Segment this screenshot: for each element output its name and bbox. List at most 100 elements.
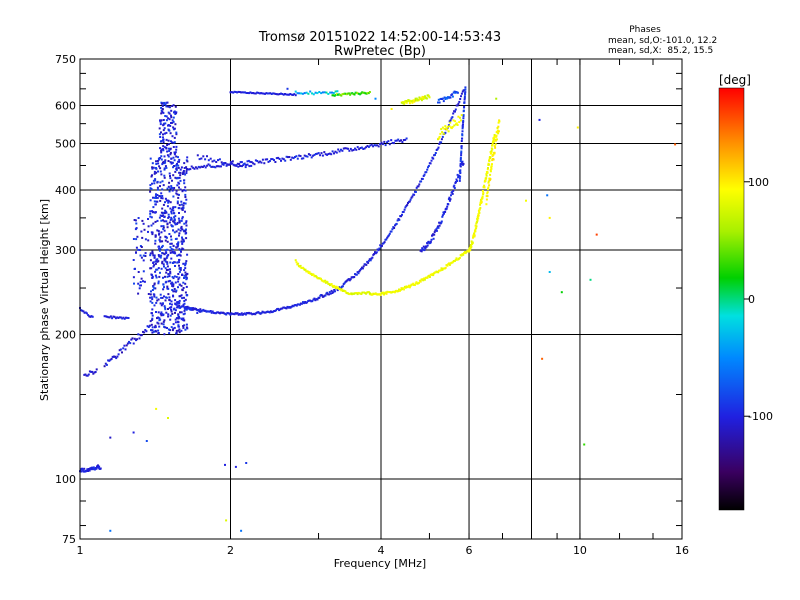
data-point: [177, 254, 180, 257]
data-point: [446, 264, 449, 267]
data-point: [324, 153, 327, 156]
data-point: [176, 162, 178, 165]
data-point: [166, 205, 169, 208]
data-point: [163, 132, 166, 135]
data-point: [149, 210, 152, 213]
data-point: [321, 91, 324, 94]
data-point: [173, 127, 176, 130]
data-point: [155, 311, 157, 313]
data-point: [149, 259, 152, 262]
data-point: [233, 313, 236, 316]
data-point: [256, 91, 259, 94]
data-point: [153, 172, 156, 175]
data-point: [177, 164, 180, 167]
x-tick-label: 4: [378, 544, 385, 557]
data-point: [133, 219, 136, 221]
data-point: [159, 256, 162, 259]
data-point: [176, 184, 179, 187]
data-point: [426, 276, 429, 279]
data-point: [342, 147, 345, 150]
data-point: [401, 213, 403, 216]
data-point: [147, 293, 150, 295]
data-point: [253, 312, 256, 315]
data-point: [164, 306, 167, 309]
x-tick-label: 6: [466, 544, 473, 557]
data-point: [134, 267, 136, 270]
data-point: [369, 259, 372, 262]
data-point: [173, 231, 176, 234]
data-point: [497, 121, 500, 124]
data-point: [252, 92, 255, 94]
data-point: [412, 99, 415, 102]
data-point: [160, 296, 163, 299]
data-point: [450, 127, 453, 130]
data-point: [347, 278, 350, 281]
data-point: [444, 98, 447, 100]
data-point: [158, 195, 161, 198]
data-point: [184, 298, 187, 301]
data-point: [167, 213, 170, 216]
data-point: [166, 262, 169, 265]
data-point: [248, 311, 250, 314]
data-point: [459, 175, 462, 178]
data-point: [438, 221, 441, 224]
data-point: [153, 304, 156, 307]
data-point: [462, 117, 465, 120]
data-point: [229, 91, 232, 94]
data-point: [163, 127, 166, 130]
data-point: [151, 317, 154, 320]
data-point: [151, 318, 154, 321]
data-point: [164, 209, 167, 212]
data-point: [194, 166, 197, 169]
data-point: [180, 250, 182, 253]
data-point: [356, 293, 359, 296]
data-point: [145, 330, 148, 333]
data-point: [405, 100, 408, 103]
data-point: [365, 146, 368, 149]
data-point: [159, 302, 162, 305]
data-point: [407, 99, 410, 102]
data-point: [447, 130, 450, 133]
data-point: [448, 125, 451, 128]
data-point: [365, 263, 368, 266]
data-point: [275, 157, 278, 160]
data-point: [88, 469, 91, 472]
data-point: [162, 149, 165, 152]
data-point: [343, 92, 346, 95]
data-point: [164, 239, 167, 242]
data-point: [177, 317, 180, 320]
data-point: [169, 147, 172, 150]
data-point: [245, 92, 248, 94]
data-point: [173, 159, 176, 162]
data-point: [393, 227, 396, 229]
data-point: [414, 191, 417, 193]
data-point: [460, 145, 463, 148]
data-point: [424, 247, 427, 250]
data-point: [184, 193, 187, 196]
data-point: [169, 132, 172, 135]
data-point: [164, 103, 167, 106]
colorbar-tick-label: -100: [748, 410, 773, 423]
data-point: [107, 359, 110, 362]
data-point: [480, 201, 483, 203]
data-point: [157, 162, 160, 165]
data-point: [415, 186, 418, 189]
data-point: [285, 155, 288, 158]
data-point: [183, 277, 185, 279]
data-point: [152, 206, 155, 209]
data-point: [154, 196, 156, 199]
data-point: [278, 93, 281, 95]
data-point: [449, 198, 452, 201]
data-point: [163, 146, 166, 149]
data-point: [459, 164, 462, 167]
data-point: [441, 215, 444, 218]
data-point: [92, 372, 95, 375]
data-point: [421, 247, 424, 250]
data-point: [177, 156, 179, 159]
data-point: [162, 129, 165, 132]
data-point: [176, 202, 179, 205]
data-point: [493, 135, 496, 138]
data-point: [119, 348, 122, 351]
data-point: [441, 97, 444, 100]
data-point: [171, 179, 173, 182]
